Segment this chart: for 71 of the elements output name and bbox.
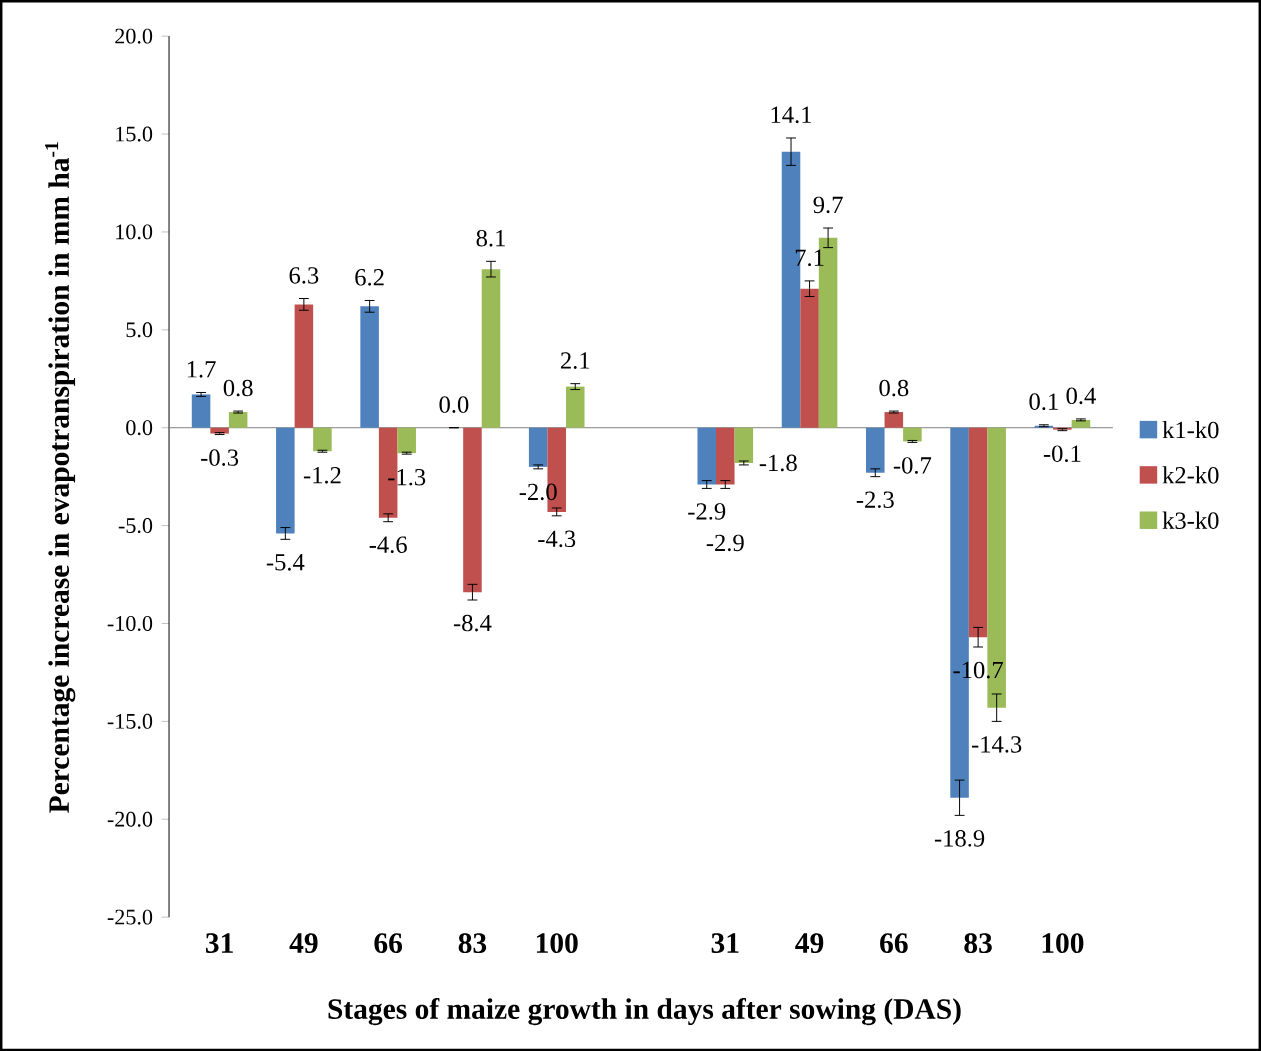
data-label: -0.3 <box>201 449 239 466</box>
bar <box>313 427 332 452</box>
x-tick-label: 31 <box>205 933 233 953</box>
data-label: -10.7 <box>953 661 1004 679</box>
bar <box>191 394 211 428</box>
data-label: -1.8 <box>759 454 797 472</box>
data-label: 0.8 <box>223 379 253 397</box>
bar <box>800 288 819 428</box>
data-label: 2.1 <box>560 352 590 369</box>
x-tick-label: 100 <box>536 933 578 953</box>
data-label: 0.8 <box>879 379 909 397</box>
data-label: -2.3 <box>856 491 894 508</box>
data-label: -14.3 <box>971 736 1022 753</box>
data-label: -5.4 <box>266 554 305 571</box>
legend-label: k2-k0 <box>1162 466 1219 484</box>
bar <box>697 427 717 485</box>
y-tick-label: -5.0 <box>118 517 153 533</box>
data-label: 1.7 <box>187 361 216 378</box>
x-tick-label: 49 <box>795 933 824 953</box>
bar <box>734 427 754 463</box>
data-label: 6.3 <box>289 267 319 284</box>
bar <box>481 269 501 428</box>
data-label: -4.6 <box>369 536 407 553</box>
data-label: 14.1 <box>771 106 812 124</box>
y-tick-label: -10.0 <box>107 615 153 631</box>
data-label: -0.7 <box>893 457 932 474</box>
bar <box>866 427 885 473</box>
bar <box>565 386 585 428</box>
data-label: 9.7 <box>813 196 843 214</box>
data-label: 6.2 <box>355 268 384 286</box>
y-axis-title: Percentage increase in evapotranspiration in mm ha$^{-1}$ <box>45 142 76 813</box>
bar <box>397 427 416 454</box>
data-label: -1.2 <box>303 466 341 484</box>
data-label: -18.9 <box>934 829 985 847</box>
y-tick-label: 20.0 <box>115 28 153 44</box>
x-tick-label: 83 <box>964 933 992 953</box>
bar <box>294 304 314 428</box>
y-tick-label: -15.0 <box>107 713 153 729</box>
y-tick-label: -20.0 <box>107 811 153 827</box>
data-label: 0.1 <box>1029 393 1058 410</box>
bar <box>228 411 248 428</box>
data-label: 8.1 <box>476 229 505 247</box>
legend-label: k1-k0 <box>1162 420 1219 439</box>
data-label: -0.1 <box>1043 445 1081 462</box>
x-tick-label: 83 <box>458 933 487 953</box>
legend-label: k3-k0 <box>1162 511 1219 529</box>
y-tick-label: 0.0 <box>126 420 153 436</box>
bar <box>903 427 922 442</box>
bar <box>968 427 988 638</box>
x-tick-label: 66 <box>374 933 403 953</box>
data-label: -8.4 <box>453 614 492 632</box>
y-tick-label: 5.0 <box>126 322 153 338</box>
bar <box>276 427 295 534</box>
data-label: -2.9 <box>706 534 744 552</box>
data-label: -2.9 <box>688 503 726 520</box>
bar <box>884 411 904 428</box>
data-label: 0.4 <box>1066 387 1096 405</box>
x-tick-label: 66 <box>880 933 908 953</box>
bar <box>528 427 548 467</box>
data-label: 0.0 <box>439 396 469 413</box>
x-axis-title: Stages of maize growth in days after sowing (DAS) <box>328 997 961 1026</box>
bar <box>360 306 379 428</box>
bar <box>716 427 735 485</box>
y-tick-label: -25.0 <box>107 909 153 925</box>
x-tick-label: 100 <box>1042 933 1084 953</box>
bar <box>463 427 482 593</box>
data-label: -4.3 <box>538 530 576 548</box>
y-tick-label: 15.0 <box>116 126 153 142</box>
x-tick-label: 49 <box>289 933 318 953</box>
y-tick-label: 10.0 <box>116 224 153 240</box>
x-tick-label: 31 <box>711 933 739 953</box>
